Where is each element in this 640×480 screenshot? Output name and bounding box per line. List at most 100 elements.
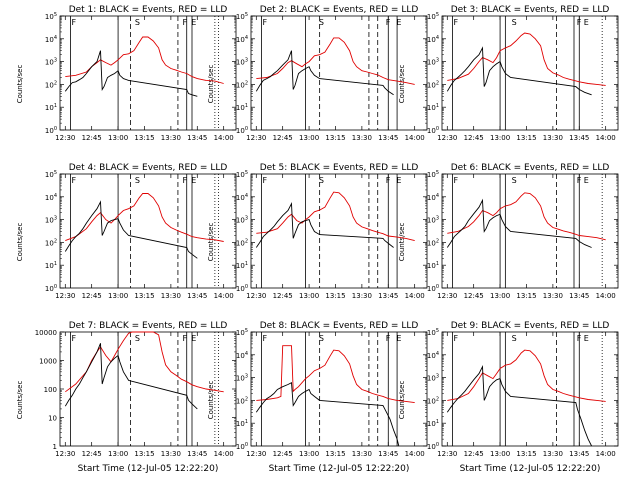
- x-tick-label: 12:45: [464, 134, 484, 142]
- x-tick-label: 13:00: [299, 292, 319, 300]
- y-axis-label: Counts/sec: [398, 381, 406, 420]
- y-axis-label: Counts/sec: [16, 381, 24, 420]
- panel-8: 100 101 102 103 104 105 12:30 12:45 13:00 13:15 13…: [236, 328, 428, 458]
- x-tick-label: 12:45: [82, 292, 102, 300]
- y-axis-label: Counts/sec: [398, 223, 406, 262]
- y-tick-label: 103: [236, 374, 248, 383]
- x-tick-label: 13:00: [299, 450, 319, 458]
- lld-line: [256, 345, 415, 404]
- x-tick-label: 14:00: [214, 450, 234, 458]
- interval-annotation: F: [72, 18, 77, 27]
- panel-title: Det 6: BLACK = Events, RED = LLD: [451, 163, 610, 173]
- interval-annotation: F: [454, 334, 459, 343]
- interval-annotation: E: [584, 334, 589, 343]
- plot-frame: [250, 15, 428, 131]
- y-tick-label: 1: [53, 443, 57, 451]
- y-tick-label: 104: [236, 35, 248, 44]
- x-tick-label: 13:15: [516, 134, 536, 142]
- interval-annotation: E: [396, 18, 401, 27]
- y-tick-label: 10: [48, 415, 57, 423]
- interval-annotation: E: [191, 334, 196, 343]
- interval-annotation: F: [386, 334, 391, 343]
- x-tick-label: 13:30: [352, 134, 372, 142]
- x-tick-label: 13:45: [187, 450, 207, 458]
- y-tick-label: 105: [427, 170, 439, 179]
- x-tick-label: 12:45: [273, 450, 293, 458]
- x-tick-label: 12:45: [464, 292, 484, 300]
- events-line: [255, 50, 394, 96]
- interval-annotation: F: [577, 176, 582, 185]
- y-tick-label: 105: [45, 12, 57, 21]
- x-tick-label: 13:30: [543, 450, 563, 458]
- y-tick-label: 103: [427, 374, 439, 383]
- y-tick-label: 100: [44, 386, 57, 394]
- x-tick-label: 13:45: [569, 134, 589, 142]
- x-tick-label: 12:45: [273, 292, 293, 300]
- x-tick-label: 13:30: [161, 134, 181, 142]
- interval-annotation: F: [386, 18, 391, 27]
- y-tick-label: 104: [427, 193, 439, 202]
- y-axis-label: Counts/sec: [207, 65, 215, 104]
- x-tick-label: 13:30: [543, 292, 563, 300]
- y-tick-label: 101: [45, 103, 57, 112]
- interval-annotation: F: [577, 18, 582, 27]
- y-tick-label: 103: [236, 58, 248, 67]
- y-tick-label: 100: [45, 126, 57, 135]
- x-tick-label: 13:30: [161, 450, 181, 458]
- panel-7: 1 10 100 1000 10000 12:30 12:45 13:00 13:15 13:30…: [35, 329, 237, 458]
- x-axis-label: Start Time (12-Jul-05 12:22:20): [269, 464, 410, 474]
- panel-title: Det 5: BLACK = Events, RED = LLD: [260, 163, 419, 173]
- y-tick-label: 105: [236, 328, 248, 337]
- plot-frame: [59, 173, 237, 289]
- y-tick-label: 101: [427, 103, 439, 112]
- interval-annotation: F: [263, 176, 268, 185]
- y-tick-label: 102: [427, 80, 439, 89]
- x-tick-label: 13:30: [543, 134, 563, 142]
- lld-line: [447, 349, 606, 402]
- x-tick-label: 12:30: [55, 292, 75, 300]
- interval-annotation: F: [72, 176, 77, 185]
- y-axis-label: Counts/sec: [16, 65, 24, 104]
- plot-frame: [441, 15, 619, 131]
- x-tick-label: 12:30: [246, 450, 266, 458]
- events-line: [64, 343, 198, 410]
- interval-annotation: F: [263, 334, 268, 343]
- x-tick-label: 14:00: [405, 134, 425, 142]
- x-tick-label: 13:15: [134, 134, 154, 142]
- interval-annotation: S: [319, 176, 324, 185]
- x-tick-label: 12:45: [82, 450, 102, 458]
- y-tick-label: 101: [236, 261, 248, 270]
- y-tick-label: 101: [236, 103, 248, 112]
- x-tick-label: 12:30: [437, 134, 457, 142]
- x-tick-label: 12:30: [246, 292, 266, 300]
- x-tick-label: 12:30: [437, 292, 457, 300]
- x-tick-label: 12:30: [55, 134, 75, 142]
- y-tick-label: 103: [45, 216, 57, 225]
- y-axis-label: Counts/sec: [207, 381, 215, 420]
- interval-annotation: S: [135, 18, 140, 27]
- x-tick-label: 13:00: [490, 450, 510, 458]
- y-tick-label: 100: [236, 126, 248, 135]
- x-tick-label: 13:00: [108, 292, 128, 300]
- x-tick-label: 13:15: [134, 450, 154, 458]
- lld-line: [447, 32, 606, 86]
- x-tick-label: 13:30: [352, 450, 372, 458]
- panel-5: 100 101 102 103 104 105 12:30 12:45 13:00 13:15 13…: [236, 170, 428, 300]
- x-tick-label: 13:45: [378, 292, 398, 300]
- y-tick-label: 104: [427, 35, 439, 44]
- x-tick-label: 13:45: [187, 134, 207, 142]
- interval-annotation: E: [584, 18, 589, 27]
- x-tick-label: 14:00: [596, 134, 616, 142]
- panel-title: Det 9: BLACK = Events, RED = LLD: [451, 321, 610, 331]
- y-tick-label: 104: [427, 351, 439, 360]
- x-tick-label: 13:15: [325, 134, 345, 142]
- y-tick-label: 100: [45, 284, 57, 293]
- x-tick-label: 14:00: [596, 450, 616, 458]
- y-axis-label: Counts/sec: [398, 65, 406, 104]
- x-tick-label: 13:15: [516, 450, 536, 458]
- interval-annotation: F: [263, 18, 268, 27]
- x-tick-label: 13:15: [516, 292, 536, 300]
- y-tick-label: 100: [236, 284, 248, 293]
- y-tick-label: 102: [45, 80, 57, 89]
- interval-annotation: S: [512, 18, 517, 27]
